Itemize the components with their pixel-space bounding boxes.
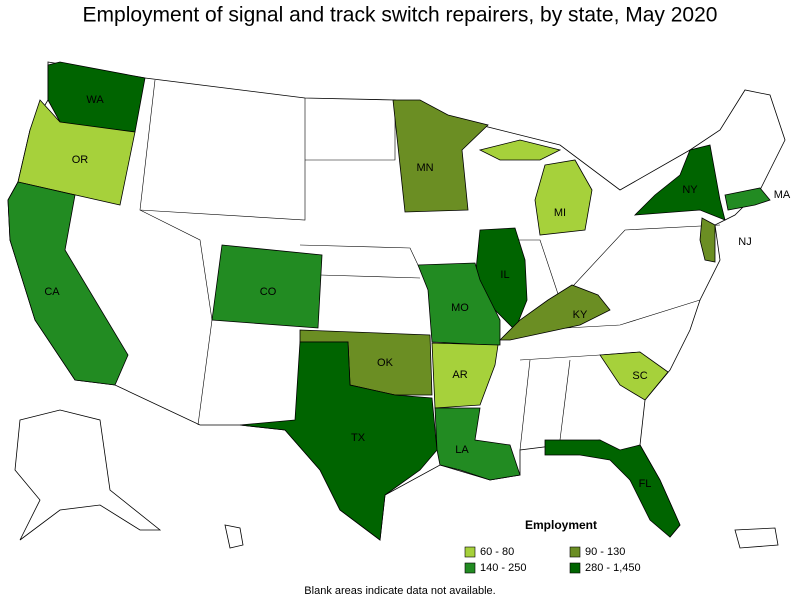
state-shape [633, 144, 726, 221]
state: FL [544, 439, 681, 538]
state: KY [499, 284, 611, 341]
state: SC [599, 351, 669, 401]
legend-title: Employment [525, 518, 597, 532]
state: OR [17, 99, 136, 206]
state: MA [724, 187, 791, 211]
legend-label: 60 - 80 [480, 546, 514, 558]
state: TX [239, 341, 438, 541]
state: CO [211, 244, 323, 329]
state: MN [392, 99, 489, 213]
state-label: MA [774, 189, 791, 201]
state-shape [599, 351, 669, 401]
legend-swatch [569, 546, 581, 558]
state-shape [499, 284, 611, 341]
state-label: FL [639, 478, 652, 490]
state-shape [478, 139, 562, 161]
state: NY [633, 144, 726, 221]
state-shape [211, 244, 323, 329]
state-label: AR [452, 369, 467, 381]
state-shape [534, 159, 593, 236]
state-shape [417, 262, 501, 346]
state-label: TX [351, 432, 366, 444]
state-label: CA [44, 286, 60, 298]
state-shape [431, 342, 499, 409]
legend-swatch [464, 546, 476, 558]
state: CA [7, 181, 129, 386]
state-label: MI [554, 207, 566, 219]
state-label: CO [260, 286, 277, 298]
state-label: IL [500, 269, 509, 281]
state: NJ [699, 217, 752, 263]
state-shape [434, 407, 521, 481]
state-label: OK [377, 357, 394, 369]
state: LA [434, 407, 521, 481]
hawaii [224, 524, 244, 549]
legend-swatch [569, 562, 581, 574]
state-shape [7, 181, 129, 386]
legend-label: 90 - 130 [585, 546, 625, 558]
state-label: OR [72, 154, 89, 166]
state-label: KY [573, 309, 588, 321]
alaska [14, 409, 162, 541]
footnote: Blank areas indicate data not available. [304, 585, 495, 597]
state: MI [478, 139, 593, 236]
puerto-rico [734, 527, 779, 549]
state-label: WA [86, 94, 104, 106]
state-label: NJ [738, 236, 751, 248]
state-label: SC [632, 370, 647, 382]
state-shape [17, 99, 136, 206]
state-label: MN [416, 162, 433, 174]
state: AR [431, 342, 499, 409]
state-shape [699, 217, 716, 263]
state: MO [417, 262, 501, 346]
state-shape [392, 99, 489, 213]
legend-swatch [464, 562, 476, 574]
state-label: MO [451, 302, 469, 314]
legend-label: 140 - 250 [480, 562, 526, 574]
state-label: LA [455, 444, 469, 456]
state-shape [239, 341, 438, 541]
map-title: Employment of signal and track switch re… [83, 4, 718, 27]
state-label: NY [682, 184, 698, 196]
legend-label: 280 - 1,450 [585, 562, 641, 574]
state-shape [724, 187, 771, 211]
state-shape [544, 439, 681, 538]
state: WA [47, 61, 146, 133]
